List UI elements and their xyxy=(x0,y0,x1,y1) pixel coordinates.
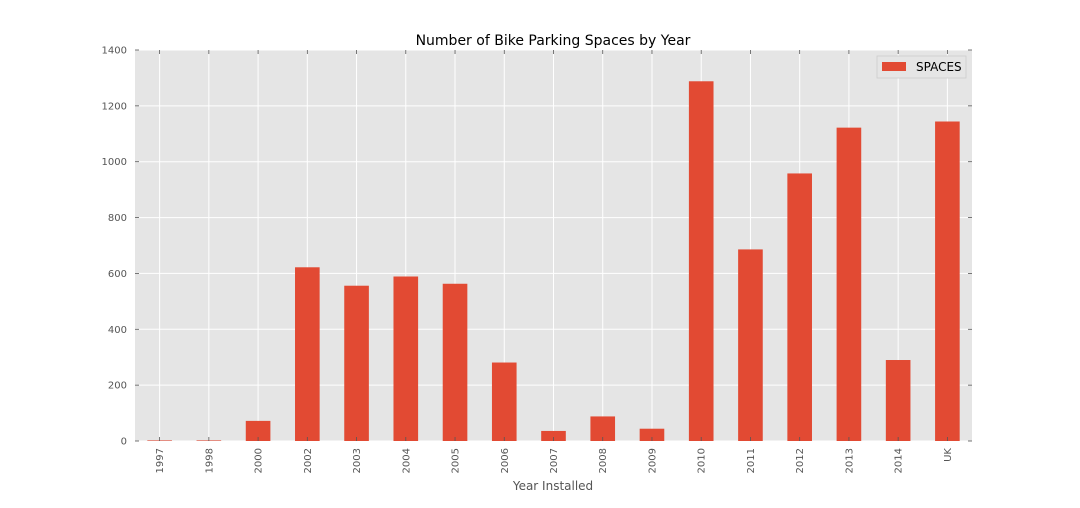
y-tick-label: 1200 xyxy=(102,101,127,112)
x-tick-label: 2007 xyxy=(549,448,560,473)
bar-UK[interactable] xyxy=(935,121,960,442)
x-tick-label: 2011 xyxy=(746,448,757,473)
x-tick-label: 2005 xyxy=(451,448,462,473)
bar-2011[interactable] xyxy=(738,249,763,441)
bar-2000[interactable] xyxy=(245,420,271,441)
x-tick-label: 2009 xyxy=(647,448,658,473)
x-tick-label: 1998 xyxy=(204,448,215,473)
bar-2006[interactable] xyxy=(491,362,517,441)
x-axis-label: Year Installed xyxy=(512,479,593,493)
y-tick-label: 600 xyxy=(108,269,127,280)
y-tick-label: 400 xyxy=(108,325,127,336)
y-axis-ticks: 0 200 400 600 800 1000 1200 1400 xyxy=(102,46,972,448)
x-tick-label: 2006 xyxy=(500,448,511,473)
x-tick-label: 1997 xyxy=(155,448,166,473)
x-tick-label: 2003 xyxy=(352,448,363,473)
legend[interactable]: SPACES xyxy=(876,55,967,79)
x-tick-label: 2002 xyxy=(303,448,314,473)
x-tick-label: 2008 xyxy=(598,448,609,473)
bar-2005[interactable] xyxy=(442,283,468,441)
x-tick-label: 2012 xyxy=(795,448,806,473)
x-tick-label: 2013 xyxy=(844,448,855,473)
y-tick-label: 1000 xyxy=(102,157,127,168)
x-tick-label: 2014 xyxy=(894,448,905,473)
chart-title: Number of Bike Parking Spaces by Year xyxy=(416,33,691,49)
x-tick-label: UK xyxy=(943,448,954,462)
x-tick-label: 2004 xyxy=(401,448,412,473)
legend-box xyxy=(876,55,967,79)
bar-2012[interactable] xyxy=(787,173,812,442)
bar-2014[interactable] xyxy=(885,360,911,441)
y-tick-label: 0 xyxy=(121,437,127,448)
bar-2003[interactable] xyxy=(344,285,369,441)
bar-2004[interactable] xyxy=(393,276,419,441)
bar-2008[interactable] xyxy=(590,416,616,441)
legend-label: SPACES xyxy=(916,60,962,74)
x-tick-label: 2000 xyxy=(254,448,265,473)
bar-2010[interactable] xyxy=(688,81,714,441)
x-tick-label: 2010 xyxy=(697,448,708,473)
y-tick-label: 1400 xyxy=(102,46,127,57)
y-tick-label: 200 xyxy=(108,381,127,392)
bars xyxy=(147,81,960,442)
y-tick-label: 800 xyxy=(108,213,127,224)
bar-2007[interactable] xyxy=(541,430,566,441)
bar-2009[interactable] xyxy=(639,428,665,441)
x-axis-ticks: 1997 1998 2000 2002 2003 2004 2005 2006 2007 2008… xyxy=(155,50,954,473)
bar-2013[interactable] xyxy=(836,127,862,442)
legend-swatch xyxy=(882,62,906,71)
bar-2002[interactable] xyxy=(295,267,320,441)
